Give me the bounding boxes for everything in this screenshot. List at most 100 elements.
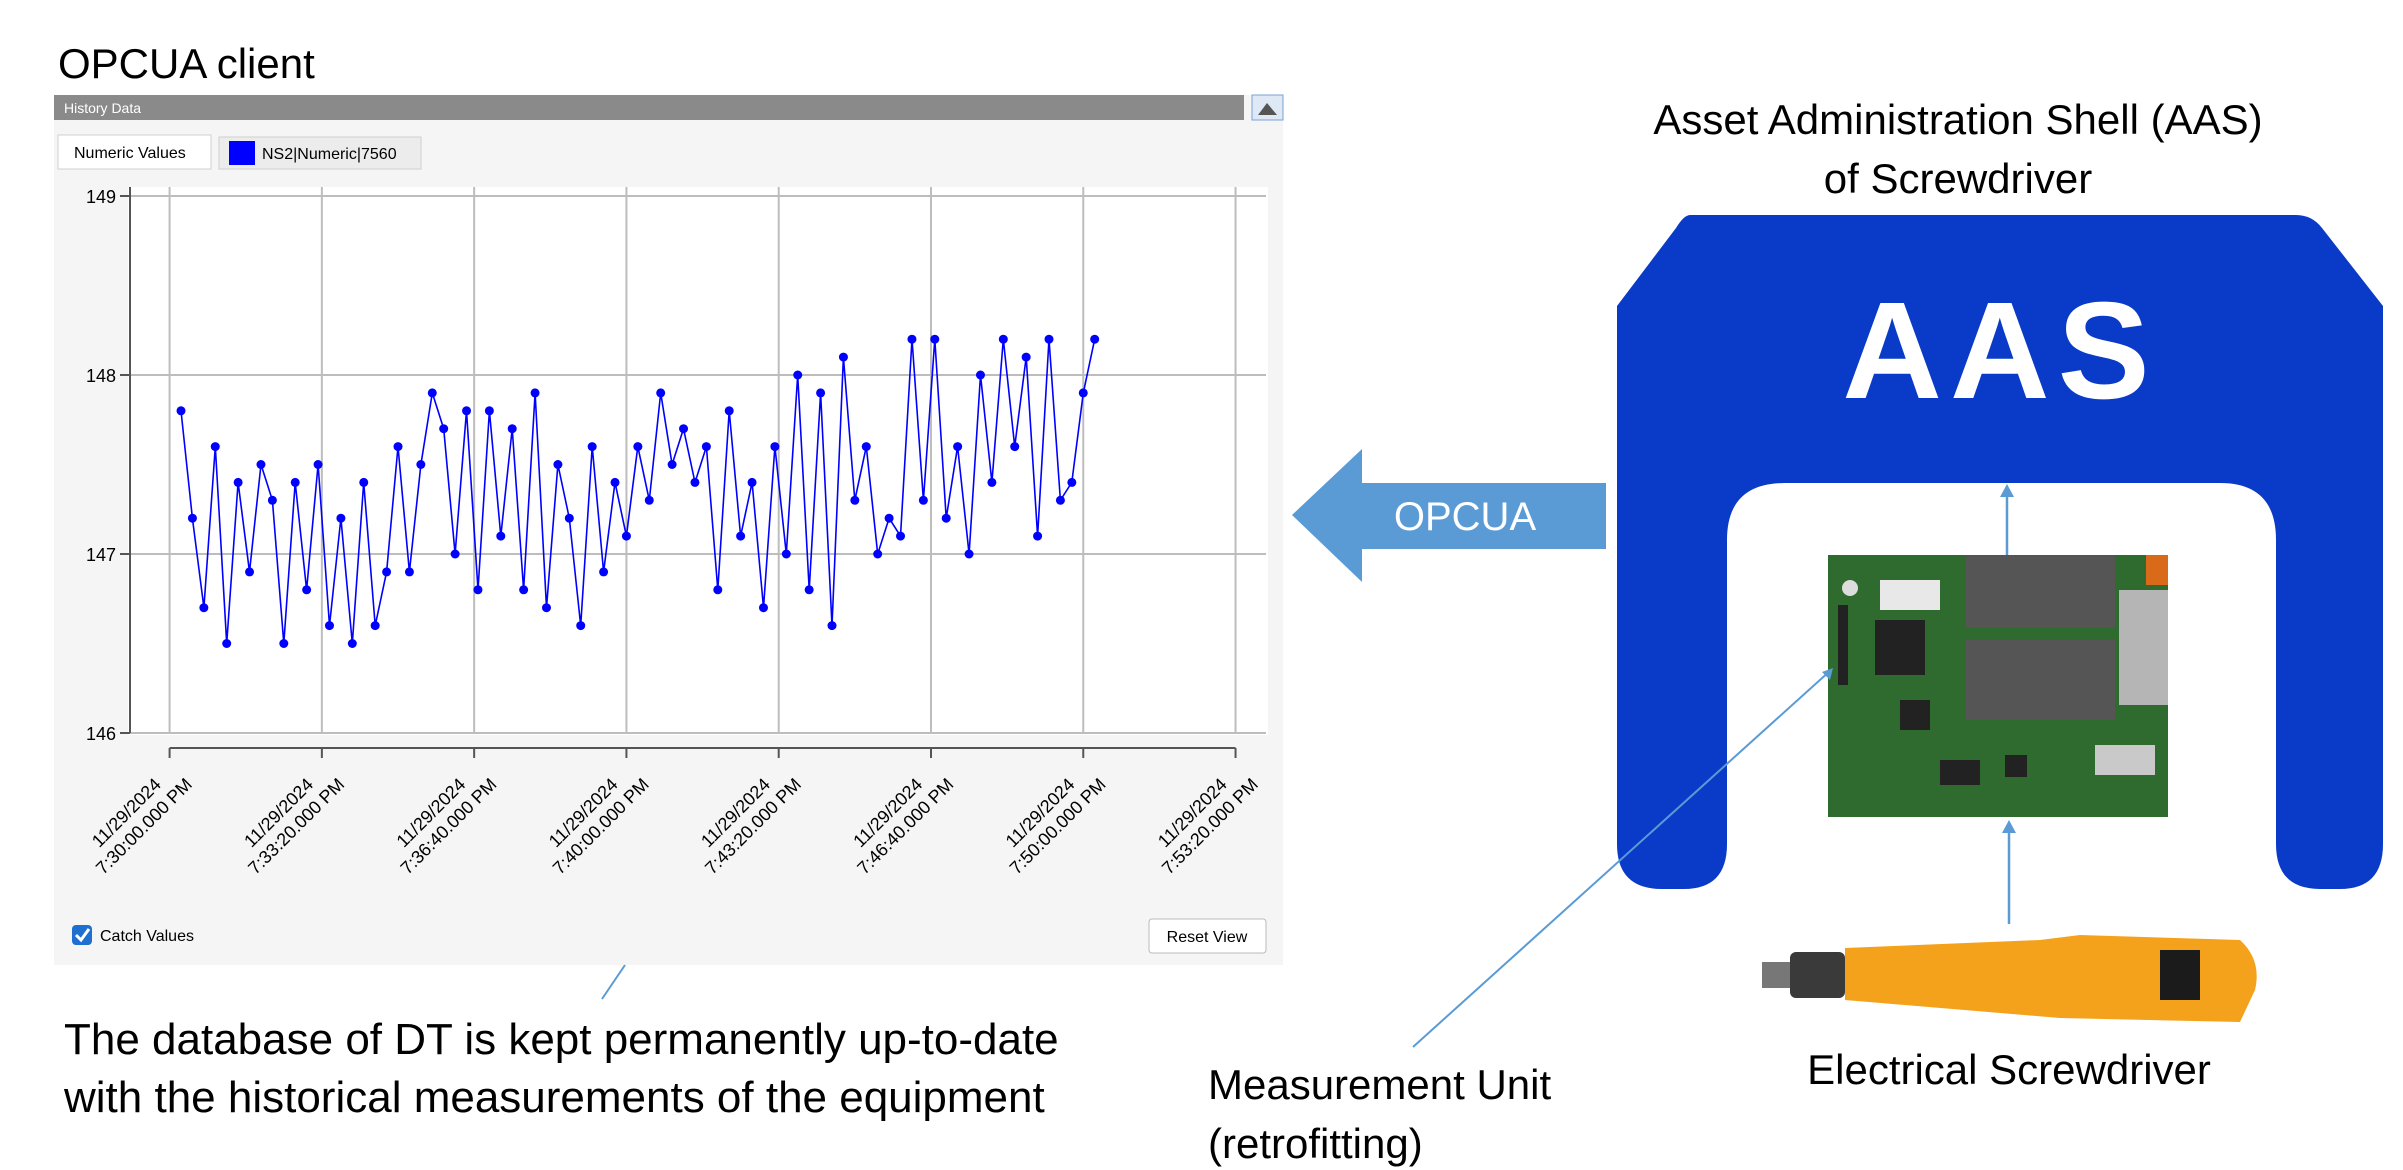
y-tick-label: 148: [86, 366, 116, 386]
data-point: [1067, 477, 1077, 487]
connector-block: [2146, 555, 2168, 585]
relay: [1966, 640, 2115, 720]
data-point: [370, 621, 380, 631]
data-point: [987, 477, 997, 487]
relay: [1966, 556, 2115, 628]
data-point: [736, 531, 746, 541]
data-point: [804, 585, 814, 595]
data-point: [861, 442, 871, 452]
data-point: [1021, 352, 1031, 362]
data-point: [427, 388, 437, 398]
client-title: OPCUA client: [58, 40, 315, 87]
data-point: [770, 442, 780, 452]
chuck: [1790, 952, 1845, 998]
data-point: [553, 460, 563, 469]
data-point: [473, 585, 483, 595]
usb-port: [2095, 745, 2155, 775]
data-point: [1090, 334, 1100, 344]
header-pins: [1838, 605, 1848, 685]
data-point: [599, 567, 609, 577]
data-point: [930, 334, 940, 344]
data-point: [313, 460, 323, 469]
reset-button-label: Reset View: [1167, 929, 1248, 946]
measurement-label: Measurement Unit: [1208, 1061, 1551, 1108]
bit: [1762, 962, 1792, 988]
arrow-head: [2002, 820, 2016, 833]
data-point: [781, 549, 791, 559]
data-point: [359, 477, 369, 487]
data-point: [1044, 334, 1054, 344]
data-point: [347, 639, 357, 648]
caption-line: The database of DT is kept permanently u…: [64, 1015, 1059, 1064]
antenna: [1880, 580, 1940, 610]
data-point: [907, 334, 917, 344]
checkbox-check: [74, 928, 91, 943]
data-point: [519, 585, 529, 595]
tab-label: Numeric Values: [74, 145, 186, 162]
data-point: [576, 621, 586, 631]
data-point: [450, 549, 460, 559]
data-point: [918, 495, 928, 505]
header-title: History Data: [64, 100, 141, 116]
data-point: [439, 424, 449, 434]
data-point: [758, 603, 768, 613]
data-point: [621, 531, 631, 541]
data-point: [290, 477, 300, 487]
reset-button[interactable]: [1148, 918, 1267, 954]
legend-label: NS2|Numeric|7560: [262, 146, 397, 163]
data-point: [884, 513, 894, 523]
data-point: [382, 567, 392, 577]
data-point: [873, 549, 883, 559]
data-point: [267, 495, 277, 505]
screwdriver-label: Electrical Screwdriver: [1807, 1046, 2211, 1093]
plot-area: [128, 187, 1268, 735]
aas-shell: [1617, 215, 2383, 889]
chip: [1875, 620, 1925, 675]
data-point: [793, 370, 803, 380]
data-point: [176, 406, 186, 416]
checkbox-label: Catch Values: [100, 928, 194, 945]
data-point: [667, 460, 677, 469]
data-point: [747, 477, 757, 487]
data-point: [324, 621, 334, 631]
collapse-icon: [1258, 103, 1277, 115]
measurement-label: (retrofitting): [1208, 1120, 1423, 1167]
data-point: [336, 513, 346, 523]
data-point: [827, 621, 837, 631]
data-point: [530, 388, 540, 398]
opcua-label: OPCUA: [1394, 495, 1537, 539]
data-point: [484, 406, 494, 416]
body: [1845, 935, 2257, 1022]
data-point: [644, 495, 654, 505]
data-point: [679, 424, 689, 434]
data-point: [564, 513, 574, 523]
screwdriver-image: [1762, 935, 2257, 1022]
pointer-line: [1412, 669, 1832, 1048]
y-tick-label: 149: [86, 187, 116, 207]
data-point: [210, 442, 220, 452]
data-point: [701, 442, 711, 452]
data-point: [1078, 388, 1088, 398]
data-point: [850, 495, 860, 505]
chip: [2005, 755, 2027, 777]
checkbox[interactable]: [72, 925, 92, 945]
data-point: [1010, 442, 1020, 452]
header-bar: [54, 95, 1244, 120]
data-point: [953, 442, 963, 452]
data-point: [187, 513, 197, 523]
tab-numeric[interactable]: [57, 134, 212, 170]
chip: [1940, 760, 1980, 785]
history-window: History Data Numeric Values NS2|Numeric|…: [54, 94, 1284, 965]
data-point: [941, 513, 951, 523]
data-point: [1055, 495, 1065, 505]
data-point: [222, 639, 232, 648]
y-tick-label: 146: [86, 724, 116, 744]
terminal-block: [2119, 590, 2168, 705]
data-point: [199, 603, 209, 613]
data-point: [610, 477, 620, 487]
data-point: [233, 477, 243, 487]
data-point: [404, 567, 414, 577]
data-point: [245, 567, 255, 577]
data-point: [541, 603, 551, 613]
